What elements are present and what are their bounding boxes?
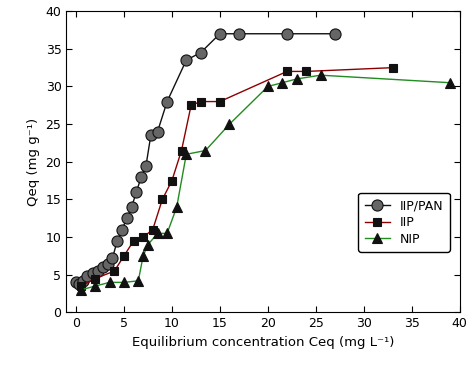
IIP: [188, 103, 194, 108]
IIP/PAN: [91, 271, 96, 276]
IIP/PAN: [119, 227, 125, 232]
IIP: [179, 148, 184, 153]
IIP/PAN: [284, 32, 290, 36]
NIP: [265, 84, 271, 89]
IIP: [217, 99, 223, 104]
NIP: [227, 122, 232, 126]
IIP/PAN: [164, 99, 170, 104]
NIP: [447, 80, 453, 85]
IIP/PAN: [155, 129, 160, 134]
NIP: [107, 280, 112, 285]
IIP: [150, 227, 155, 232]
IIP: [169, 179, 175, 183]
IIP: [121, 254, 127, 258]
IIP/PAN: [198, 50, 203, 55]
IIP: [140, 235, 146, 240]
IIP/PAN: [100, 265, 106, 269]
NIP: [78, 288, 83, 292]
IIP/PAN: [129, 205, 135, 209]
IIP/PAN: [217, 32, 223, 36]
NIP: [203, 148, 209, 153]
Legend: IIP/PAN, IIP, NIP: IIP/PAN, IIP, NIP: [358, 193, 450, 252]
IIP/PAN: [124, 216, 130, 221]
IIP/PAN: [109, 256, 115, 260]
IIP/PAN: [76, 282, 82, 286]
IIP/PAN: [134, 190, 139, 194]
NIP: [294, 77, 300, 81]
IIP: [159, 197, 165, 202]
NIP: [121, 280, 127, 285]
X-axis label: Equilibrium concentration Ceq (mg L⁻¹): Equilibrium concentration Ceq (mg L⁻¹): [132, 336, 394, 349]
IIP/PAN: [148, 133, 154, 138]
Line: IIP/PAN: IIP/PAN: [71, 28, 341, 289]
Y-axis label: Qeq (mg g⁻¹): Qeq (mg g⁻¹): [27, 118, 40, 206]
IIP: [303, 69, 309, 74]
IIP: [284, 69, 290, 74]
NIP: [279, 80, 285, 85]
NIP: [174, 205, 180, 209]
IIP/PAN: [95, 269, 101, 273]
IIP: [92, 276, 98, 281]
IIP/PAN: [332, 32, 338, 36]
IIP/PAN: [80, 279, 85, 283]
NIP: [145, 243, 151, 247]
IIP/PAN: [183, 58, 189, 62]
IIP/PAN: [73, 280, 79, 285]
IIP/PAN: [105, 261, 110, 266]
Line: IIP: IIP: [77, 64, 397, 290]
NIP: [164, 231, 170, 235]
NIP: [140, 254, 146, 258]
IIP/PAN: [114, 239, 120, 243]
NIP: [136, 279, 141, 283]
NIP: [318, 73, 323, 77]
IIP/PAN: [236, 32, 242, 36]
IIP/PAN: [85, 274, 91, 279]
IIP/PAN: [143, 163, 149, 168]
IIP: [198, 99, 203, 104]
IIP: [78, 284, 83, 288]
IIP/PAN: [138, 175, 144, 179]
IIP: [111, 269, 117, 273]
NIP: [155, 231, 160, 235]
IIP: [131, 239, 137, 243]
NIP: [183, 152, 189, 157]
NIP: [92, 284, 98, 288]
IIP: [390, 65, 395, 70]
Line: NIP: NIP: [76, 70, 455, 295]
